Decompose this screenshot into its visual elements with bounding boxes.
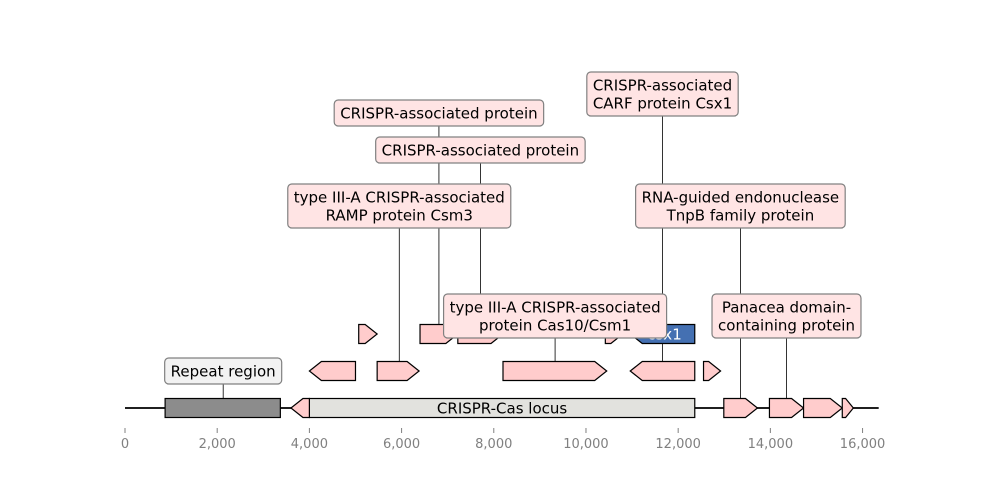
annotation-text: Panacea domain- [722, 299, 851, 317]
x-tick-label: 6,000 [383, 437, 420, 452]
x-tick-label: 2,000 [199, 437, 236, 452]
gene-arrow-gene-9 [629, 360, 696, 382]
x-tick: 12,000 [655, 428, 701, 452]
annotation-cap-1: CRISPR-associated protein [333, 99, 545, 127]
x-axis: 0 2,000 4,000 6,000 8,000 10,000 12,000 14,000 1… [121, 428, 885, 452]
region-label: CRISPR-Cas locus [437, 400, 567, 418]
region-repeat-region [164, 397, 281, 419]
gene-arrow-gene-7 [376, 360, 421, 382]
annotation-box [333, 99, 545, 127]
gene-arrow-gene-6 [308, 360, 357, 382]
x-tick: 10,000 [563, 428, 609, 452]
annotation-panacea: Panacea domain-containing protein [711, 293, 862, 339]
annotation-box [635, 183, 846, 229]
x-tick-label: 8,000 [475, 437, 512, 452]
gene-arrow-gene-10 [702, 360, 722, 382]
x-tick-label: 12,000 [655, 437, 701, 452]
annotation-text: Repeat region [171, 363, 276, 381]
x-tick-label: 14,000 [748, 437, 794, 452]
gene-arrow-gene-4 [802, 397, 844, 419]
gene-arrow-gene-8 [502, 360, 608, 382]
x-tick: 2,000 [199, 428, 236, 452]
regions: CRISPR-Cas locus [164, 397, 696, 419]
annotation-text: CRISPR-associated protein [382, 142, 579, 160]
annotations: Repeat region type III-A CRISPR-associate… [164, 71, 862, 385]
annotation-repeat-region: Repeat region [164, 357, 283, 385]
x-tick-label: 16,000 [840, 437, 886, 452]
annotation-cap-2: CRISPR-associated protein [375, 136, 586, 164]
annotation-text: CRISPR-associated protein [340, 105, 537, 123]
annotation-box [375, 136, 586, 164]
genes: csx1 [289, 323, 855, 419]
annotation-text: protein Cas10/Csm1 [479, 317, 631, 335]
x-tick: 14,000 [748, 428, 794, 452]
annotation-text: containing protein [718, 317, 855, 335]
annotation-text: type III-A CRISPR-associated [450, 299, 661, 317]
gene-arrow-gene-2 [723, 397, 759, 419]
x-tick: 0 [121, 428, 129, 452]
x-tick-label: 4,000 [291, 437, 328, 452]
x-tick-label: 10,000 [563, 437, 609, 452]
annotation-text: RAMP protein Csm3 [326, 207, 473, 225]
annotation-text: type III-A CRISPR-associated [294, 189, 505, 207]
annotation-box [586, 71, 739, 117]
x-tick: 6,000 [383, 428, 420, 452]
x-tick: 8,000 [475, 428, 512, 452]
annotation-text: CRISPR-associated [593, 77, 732, 95]
annotation-text: TnpB family protein [666, 207, 815, 225]
x-tick: 4,000 [291, 428, 328, 452]
x-tick: 16,000 [840, 428, 886, 452]
gene-arrow-gene-5 [841, 397, 855, 419]
annotation-box [164, 357, 283, 385]
region-crispr-cas-locus: CRISPR-Cas locus [308, 397, 696, 419]
annotation-text: RNA-guided endonuclease [642, 189, 840, 207]
gene-arrow-gene-3 [768, 397, 805, 419]
gene-arrow-gene-1 [289, 397, 310, 419]
gene-arrow-gene-11 [358, 323, 379, 345]
annotation-text: CARF protein Csx1 [593, 95, 732, 113]
annotation-box [442, 293, 668, 339]
annotation-box [287, 183, 512, 229]
x-tick-label: 0 [121, 437, 129, 452]
annotation-box [711, 293, 862, 339]
